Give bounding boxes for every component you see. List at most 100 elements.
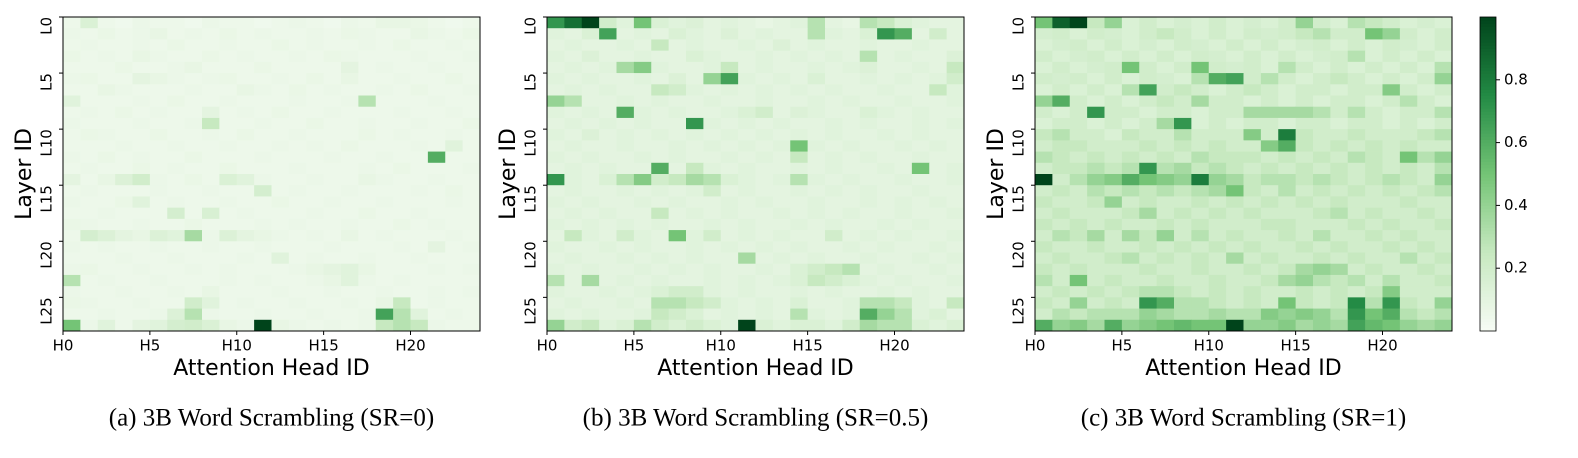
heatmap-cell — [599, 230, 617, 242]
heatmap-cell — [564, 252, 583, 265]
heatmap-cell — [288, 28, 307, 40]
heatmap-cell — [410, 117, 429, 130]
heatmap-cell — [1226, 308, 1244, 321]
heatmap-cell — [755, 274, 774, 287]
heatmap-cell — [842, 297, 861, 309]
heatmap-cell — [80, 162, 99, 175]
heatmap-cell — [929, 263, 948, 276]
heatmap-cell — [375, 151, 394, 164]
heatmap-cell — [581, 308, 600, 321]
heatmap-cell — [63, 73, 81, 85]
heatmap-cell — [427, 28, 446, 40]
heatmap-cell — [80, 28, 99, 40]
colorbar-step — [1480, 261, 1496, 266]
heatmap-cell — [375, 185, 394, 197]
heatmap-cell — [1191, 129, 1210, 141]
heatmap-cell — [358, 17, 377, 29]
heatmap-cell — [1104, 218, 1123, 231]
heatmap-cell — [132, 230, 151, 242]
heatmap-cell — [115, 140, 133, 152]
heatmap-cell — [599, 117, 617, 130]
heatmap-cell — [1243, 286, 1262, 298]
heatmap-cell — [236, 218, 255, 231]
heatmap-cell — [97, 61, 116, 74]
colorbar-step — [1480, 148, 1496, 153]
heatmap-cell — [149, 241, 168, 253]
heatmap-cell — [1191, 196, 1210, 209]
heatmap-cell — [184, 162, 203, 175]
heatmap-cell — [1069, 196, 1088, 209]
heatmap-cell — [271, 319, 290, 332]
heatmap-cell — [288, 218, 307, 231]
heatmap-cell — [1087, 17, 1105, 29]
y-tick-label: L10 — [38, 129, 56, 156]
y-tick-label: L5 — [1010, 73, 1028, 91]
colorbar-step — [1480, 221, 1496, 225]
heatmap-cell — [115, 185, 133, 197]
heatmap-cell — [80, 174, 99, 186]
heatmap-cell — [1208, 286, 1227, 298]
heatmap-cell — [410, 174, 429, 186]
heatmap-cell — [1156, 241, 1175, 253]
heatmap-cell — [254, 185, 272, 197]
heatmap-cell — [1121, 106, 1140, 119]
heatmap-cell — [859, 140, 878, 152]
heatmap-cell — [946, 162, 965, 175]
heatmap-cell — [1417, 117, 1436, 130]
heatmap-cell — [219, 162, 238, 175]
heatmap-cell — [1104, 196, 1123, 209]
heatmap-cell — [877, 61, 895, 74]
heatmap-cell — [271, 286, 290, 298]
heatmap-cell — [842, 252, 861, 265]
heatmap-cell — [1260, 252, 1279, 265]
heatmap-cell — [1417, 207, 1436, 220]
heatmap-cell — [1069, 263, 1088, 276]
heatmap-cell — [1139, 17, 1158, 29]
heatmap-cell — [202, 162, 220, 175]
colorbar-step — [1480, 170, 1496, 175]
heatmap-cell — [63, 185, 81, 197]
heatmap-cell — [288, 274, 307, 287]
heatmap-cell — [1035, 319, 1053, 332]
colorbar-step — [1480, 246, 1496, 250]
colorbar-step — [1480, 271, 1496, 275]
heatmap-cell — [911, 17, 930, 29]
heatmap-cell — [1399, 185, 1418, 197]
heatmap-cell — [219, 252, 238, 265]
heatmap-cell — [564, 50, 583, 63]
heatmap-cell — [149, 73, 168, 85]
heatmap-cell — [1174, 61, 1192, 74]
heatmap-cell — [1104, 241, 1123, 253]
heatmap-cell — [1243, 106, 1262, 119]
heatmap-cell — [1313, 151, 1331, 164]
heatmap-cell — [1208, 151, 1227, 164]
colorbar-step — [1480, 205, 1496, 210]
heatmap-cell — [1243, 274, 1262, 287]
heatmap-cell — [1208, 73, 1227, 85]
heatmap-cell — [1260, 308, 1279, 321]
heatmap-cell — [651, 140, 670, 152]
heatmap-cell — [271, 230, 290, 242]
heatmap-cell — [651, 95, 670, 108]
heatmap-cell — [1035, 297, 1053, 309]
x-tick-label: H15 — [1280, 337, 1310, 355]
heatmap-cell — [1382, 274, 1401, 287]
heatmap-cell — [790, 185, 809, 197]
heatmap-cell — [686, 151, 704, 164]
heatmap-cell — [1139, 106, 1158, 119]
heatmap-cell — [462, 297, 481, 309]
heatmap-cell — [790, 73, 809, 85]
heatmap-cell — [825, 218, 843, 231]
heatmap-cell — [1365, 263, 1383, 276]
heatmap-cell — [703, 174, 722, 186]
heatmap-cell — [738, 185, 756, 197]
heatmap-cell — [1121, 117, 1140, 130]
heatmap-cell — [410, 84, 429, 96]
heatmap-cell — [616, 207, 635, 220]
heatmap-cell — [1156, 140, 1175, 152]
heatmap-cell — [358, 84, 377, 96]
heatmap-cell — [720, 106, 739, 119]
heatmap-cell — [445, 28, 464, 40]
heatmap-cell — [1295, 196, 1314, 209]
